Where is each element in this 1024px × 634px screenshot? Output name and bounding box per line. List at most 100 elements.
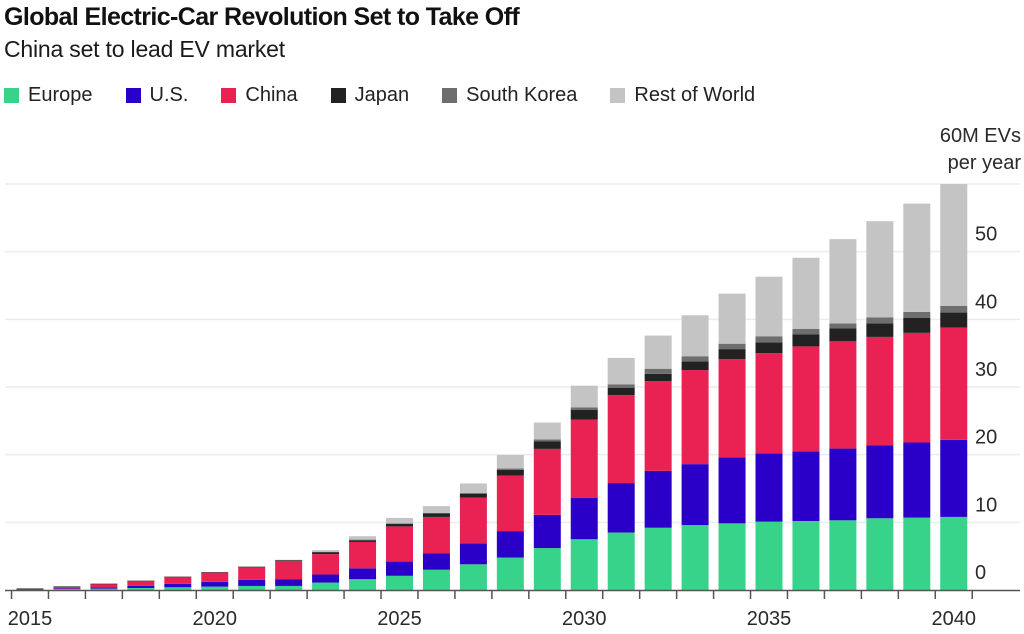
legend-label: U.S. [149,83,189,106]
bar-segment-japan-2039 [903,317,931,333]
bar-segment-rest-of-world-2027 [459,483,487,493]
bar-2029 [533,422,561,590]
legend-item-u-s: U.S. [125,83,189,107]
bar-segment-japan-2038 [866,323,894,337]
bar-segment-europe-2016 [53,588,81,590]
bar-segment-rest-of-world-2034 [718,293,746,344]
bar-segment-u-s-2020 [201,581,229,587]
bar-segment-europe-2019 [164,587,192,590]
y-tick-label-50: 50 [975,224,997,246]
unit-annotation-line: 60M EVs [940,125,1021,147]
bar-segment-europe-2023 [312,582,340,590]
bar-segment-south-korea-2033 [681,356,709,362]
bar-segment-u-s-2038 [866,445,894,519]
bar-segment-rest-of-world-2031 [607,357,635,385]
bar-segment-europe-2030 [570,539,598,590]
bar-segment-u-s-2033 [681,464,709,526]
bar-2027 [459,483,487,590]
bar-segment-china-2035 [755,353,783,454]
bar-segment-rest-of-world-2028 [496,455,524,469]
bar-segment-europe-2017 [90,588,118,590]
bar-segment-south-korea-2028 [496,468,524,470]
bar-segment-south-korea-2016 [53,586,81,587]
bar-segment-japan-2028 [496,469,524,476]
bar-segment-u-s-2018 [127,585,155,588]
bar-segment-south-korea-2023 [312,551,340,553]
bar-2017 [90,583,118,590]
bar-2040 [940,184,968,590]
bar-segment-europe-2038 [866,518,894,590]
bar-segment-europe-2032 [644,527,672,590]
y-tick-label-0: 0 [975,562,986,584]
legend-item-europe: Europe [4,84,93,107]
bar-segment-japan-2032 [644,373,672,382]
bar-segment-europe-2021 [238,585,266,590]
bar-segment-u-s-2029 [533,514,561,549]
bar-segment-rest-of-world-2040 [940,184,968,306]
bar-segment-europe-2040 [940,516,968,590]
bar-2019 [164,576,192,590]
legend-swatch-south-korea [442,87,458,103]
bar-segment-u-s-2016 [53,588,81,589]
bar-2036 [792,257,820,590]
bar-segment-south-korea-2015 [16,588,44,589]
bar-segment-south-korea-2036 [792,328,820,335]
bar-2034 [718,293,746,590]
y-axis: 0 10 20 30 40 50 60M EVs per year [940,125,1021,584]
bar-segment-south-korea-2038 [866,317,894,324]
bar-segment-europe-2027 [459,564,487,590]
bar-segment-japan-2023 [312,552,340,555]
bar-segment-u-s-2017 [90,587,118,589]
bar-2037 [829,239,857,590]
bar-segment-japan-2037 [829,328,857,342]
bar-segment-japan-2022 [275,560,303,561]
bar-segment-south-korea-2022 [275,559,303,561]
bar-segment-china-2018 [127,580,155,586]
bar-segment-china-2027 [459,497,487,544]
unit-annotation-line: per year [948,152,1022,174]
bar-segment-south-korea-2034 [718,343,746,350]
y-tick-label-40: 40 [975,291,997,313]
bar-segment-rest-of-world-2035 [755,276,783,337]
bar-segment-south-korea-2027 [459,492,487,494]
legend-swatch-u-s [125,87,141,103]
bar-segment-china-2039 [903,332,931,443]
bar-segment-china-2029 [533,448,561,515]
bar-segment-europe-2029 [533,548,561,590]
bar-segment-europe-2022 [275,585,303,590]
bar-segment-u-s-2030 [570,497,598,540]
bar-segment-china-2032 [644,381,672,471]
legend-label: Rest of World [634,83,756,106]
bar-segment-japan-2029 [533,441,561,449]
legend-swatch-rest-of-world [610,87,626,103]
bar-segment-china-2022 [275,560,303,580]
bar-segment-south-korea-2025 [386,523,413,525]
bar-segment-rest-of-world-2025 [386,517,413,524]
bar-segment-europe-2026 [422,569,450,590]
y-tick-label-10: 10 [975,494,997,516]
bar-segment-europe-2039 [903,517,931,590]
bar-segment-u-s-2021 [238,579,266,586]
bar-segment-u-s-2025 [386,561,413,576]
chart-subtitle: China set to lead EV market [4,36,285,62]
bar-segment-south-korea-2024 [349,539,377,541]
bar-segment-rest-of-world-2032 [644,335,672,369]
bar-2025 [386,517,413,590]
bar-segment-u-s-2035 [755,453,783,522]
bar-2031 [607,357,635,590]
chart-title: Global Electric-Car Revolution Set to Ta… [4,3,520,31]
bar-segment-europe-2018 [127,587,155,590]
bar-segment-japan-2036 [792,334,820,347]
bar-segment-u-s-2032 [644,470,672,528]
bar-segment-rest-of-world-2038 [866,221,894,318]
bar-segment-europe-2015 [16,589,44,590]
bar-segment-china-2040 [940,327,968,440]
bar-segment-china-2016 [53,586,81,589]
x-tick-label-2015: 2015 [8,608,53,630]
bar-segment-rest-of-world-2033 [681,315,709,357]
bar-2022 [275,559,303,590]
bar-segment-u-s-2034 [718,457,746,524]
bar-segment-china-2021 [238,566,266,580]
bar-segment-south-korea-2026 [422,512,450,514]
bar-segment-rest-of-world-2030 [570,385,598,408]
